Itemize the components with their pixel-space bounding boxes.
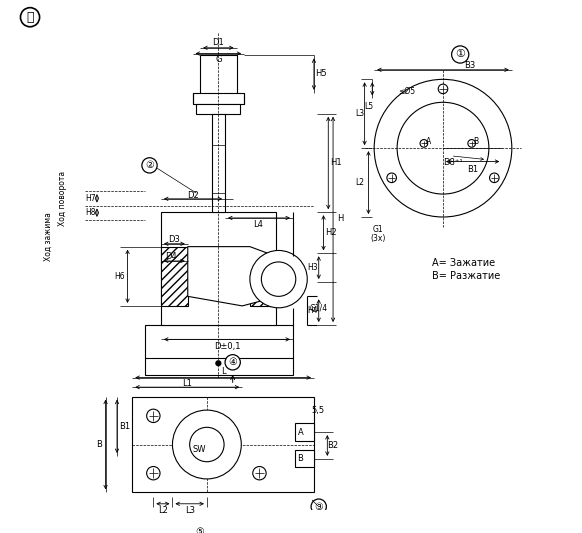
Circle shape xyxy=(250,251,307,308)
Text: H3: H3 xyxy=(308,263,318,272)
Polygon shape xyxy=(188,247,281,306)
Text: L3: L3 xyxy=(355,109,364,118)
Circle shape xyxy=(374,79,512,217)
Text: B: B xyxy=(297,454,303,463)
Text: SW: SW xyxy=(193,445,206,454)
Text: G: G xyxy=(215,55,222,64)
Text: H6: H6 xyxy=(115,272,125,281)
Text: ⑤: ⑤ xyxy=(195,528,204,533)
Circle shape xyxy=(172,410,242,479)
Text: (3x): (3x) xyxy=(370,233,386,243)
Circle shape xyxy=(20,7,40,27)
Bar xyxy=(250,256,276,306)
Bar xyxy=(295,424,314,441)
Circle shape xyxy=(147,409,160,423)
Bar xyxy=(161,247,188,306)
Text: L3: L3 xyxy=(184,506,194,515)
Text: ≤Ø5: ≤Ø5 xyxy=(398,86,415,95)
Text: G1/4: G1/4 xyxy=(309,303,327,312)
Text: B1: B1 xyxy=(467,165,478,174)
Text: D±0,1: D±0,1 xyxy=(214,342,240,351)
Text: H1: H1 xyxy=(330,158,342,167)
Text: A: A xyxy=(297,427,303,437)
Text: D2: D2 xyxy=(187,190,198,199)
Circle shape xyxy=(420,140,428,147)
Text: H2: H2 xyxy=(325,228,337,237)
Text: B: B xyxy=(474,137,479,146)
Circle shape xyxy=(253,466,266,480)
Text: D8⁺¹: D8⁺¹ xyxy=(443,158,463,167)
Text: Ход поворота: Ход поворота xyxy=(58,171,67,227)
Text: G1: G1 xyxy=(372,225,384,234)
Bar xyxy=(261,262,296,296)
Text: H4: H4 xyxy=(308,306,318,315)
Bar xyxy=(161,212,276,325)
Circle shape xyxy=(438,84,448,94)
Circle shape xyxy=(191,525,207,533)
Circle shape xyxy=(216,361,221,366)
Text: D1: D1 xyxy=(212,37,224,46)
Circle shape xyxy=(311,499,327,514)
Circle shape xyxy=(387,173,396,183)
Text: B3: B3 xyxy=(464,61,475,69)
Text: H5: H5 xyxy=(315,69,327,78)
Circle shape xyxy=(261,262,296,296)
Text: ③: ③ xyxy=(314,502,323,512)
Circle shape xyxy=(489,173,499,183)
Text: L2: L2 xyxy=(158,506,168,515)
Text: H8: H8 xyxy=(85,208,95,217)
Text: H7: H7 xyxy=(85,195,95,203)
Bar xyxy=(295,450,314,467)
Text: Ход зажима: Ход зажима xyxy=(44,212,53,261)
Circle shape xyxy=(397,102,489,194)
Text: 5,5: 5,5 xyxy=(311,406,324,415)
Text: D3: D3 xyxy=(168,236,180,245)
Text: L4: L4 xyxy=(254,220,264,229)
Bar xyxy=(196,104,240,114)
Text: ②: ② xyxy=(145,160,154,171)
Text: H: H xyxy=(338,214,344,223)
Text: D4: D4 xyxy=(165,252,176,261)
Text: B1: B1 xyxy=(119,422,130,431)
Text: B= Разжатие: B= Разжатие xyxy=(431,271,500,281)
Bar xyxy=(200,55,236,95)
Bar xyxy=(145,325,293,375)
Circle shape xyxy=(468,140,475,147)
Text: L2: L2 xyxy=(356,178,364,187)
Text: B2: B2 xyxy=(328,441,339,450)
Circle shape xyxy=(225,354,240,370)
Circle shape xyxy=(142,158,157,173)
Text: B: B xyxy=(96,440,102,449)
Text: L5: L5 xyxy=(364,102,373,111)
Text: ①: ① xyxy=(455,50,465,60)
Text: A= Зажатие: A= Зажатие xyxy=(431,258,495,268)
Text: L1: L1 xyxy=(182,379,192,388)
Text: L: L xyxy=(221,367,225,376)
Circle shape xyxy=(147,466,160,480)
Bar xyxy=(132,397,314,492)
Text: A: A xyxy=(426,137,431,146)
Text: Ⓐ: Ⓐ xyxy=(26,11,34,23)
Bar xyxy=(212,114,225,212)
Circle shape xyxy=(190,427,224,462)
Circle shape xyxy=(452,46,469,63)
Bar xyxy=(193,93,244,104)
Text: ④: ④ xyxy=(228,357,237,367)
